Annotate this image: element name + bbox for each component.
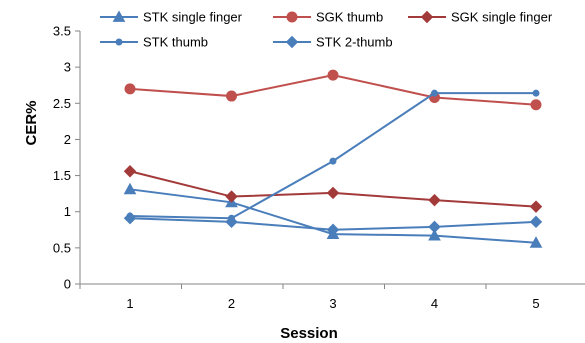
x-tick-label: 3 [329,296,336,311]
series-line [129,92,536,220]
legend-label: STK thumb [143,35,208,50]
x-tick-label: 2 [228,296,235,311]
data-point [124,83,136,95]
y-tick-label: 0 [64,277,71,292]
legend-item: STK 2-thumb [273,35,393,50]
data-point [123,165,137,178]
legend-label: STK 2-thumb [316,35,393,50]
data-point [329,157,337,165]
data-point [123,212,137,225]
data-point [428,220,441,234]
series-sgk-thumb [124,69,542,111]
legend: STK single finger SGK thumb SGK single fin… [100,10,553,50]
legend-marker [115,38,123,46]
x-tick-label: 4 [431,296,438,311]
x-tick-label: 5 [532,296,539,311]
y-tick-label: 2.5 [53,96,71,111]
y-tick-label: 2 [64,132,71,147]
data-point [327,69,339,81]
data-point [428,193,441,207]
series-lines [123,69,543,248]
legend-label: SGK single finger [451,10,553,25]
series-sgk-single-finger [123,165,543,213]
legend-item: STK thumb [100,35,208,50]
legend-marker [112,10,126,22]
data-point [326,186,340,200]
legend-marker [420,10,434,24]
y-tick-label: 3.5 [53,24,71,39]
y-tick-label: 1.5 [53,168,71,183]
y-tick-label: 0.5 [53,240,71,255]
data-point [225,215,238,229]
data-point [226,90,237,102]
data-point [529,215,543,229]
data-point [428,229,441,241]
legend-item: STK single finger [100,10,243,25]
data-point [532,89,540,97]
data-point [530,99,542,111]
data-point [431,89,438,97]
series-stk-2-thumb [123,212,543,236]
y-axis-title: CER% [23,100,40,145]
y-tick-label: 3 [64,60,71,75]
y-tick-label: 1 [64,204,71,219]
data-point [529,236,543,248]
legend-label: STK single finger [143,10,243,25]
legend-label: SGK thumb [316,10,383,25]
legend-item: SGK thumb [273,10,383,25]
axes [75,30,585,289]
x-axis-title: Session [280,325,338,342]
legend-item: SGK single finger [408,10,553,25]
x-tick-label: 1 [126,296,133,311]
series-stk-thumb [126,89,540,222]
data-point [326,223,340,236]
data-point [529,200,543,213]
data-point [123,182,137,195]
legend-marker [286,11,298,23]
tick-labels: 0 0.5 1 1.5 2 2.5 3 3.5 1 2 3 4 5 [53,24,540,312]
legend-marker [285,35,299,49]
data-point [225,190,238,203]
